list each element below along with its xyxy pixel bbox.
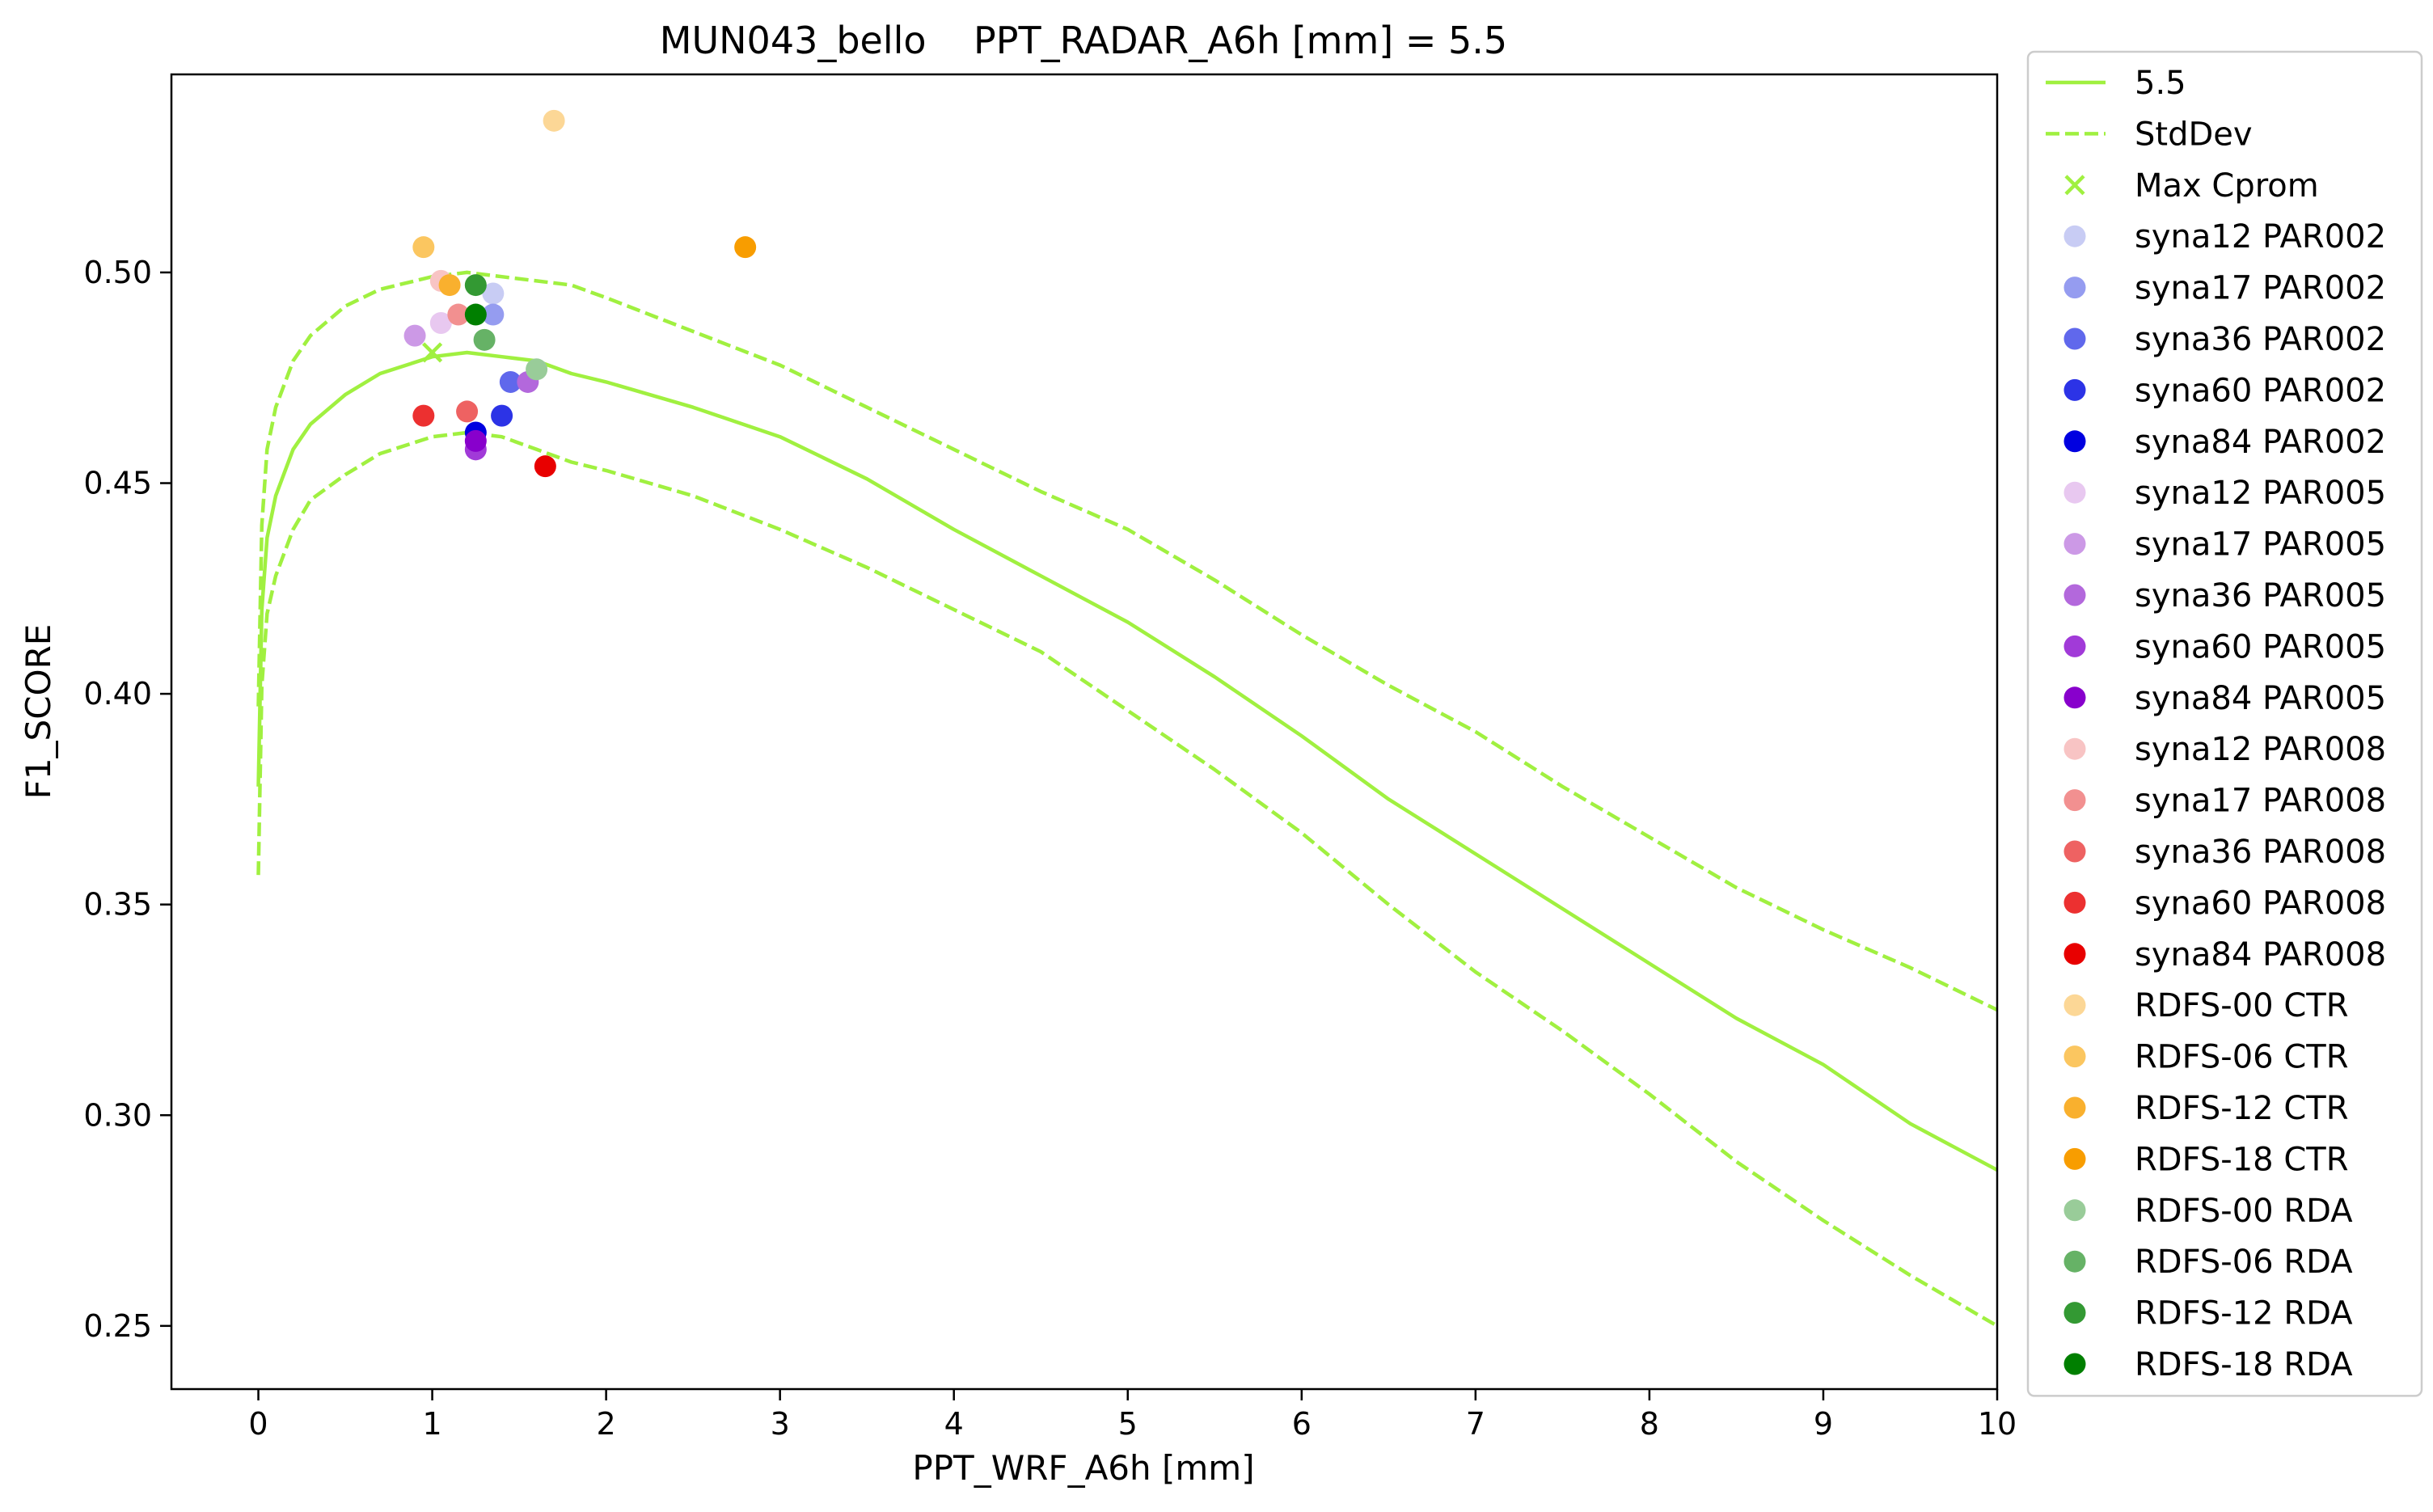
legend-marker-dot xyxy=(2063,481,2086,504)
x-tick-label: 1 xyxy=(422,1406,441,1442)
scatter-point xyxy=(482,282,505,305)
scatter-point xyxy=(464,303,487,326)
max-cprom-marker xyxy=(421,342,443,363)
plot-area: 0 1 2 3 4 5 6 7 8 9 10 0.25 0.30 0.35 0.40 0.45 0.50 xyxy=(83,73,2017,1442)
legend: 5.5 StdDev Max Cprom syna12 PAR002 syna17 PA… xyxy=(2026,50,2423,1397)
chart-title: MUN043_bello PPT_RADAR_A6h [mm] = 5.5 xyxy=(660,19,1507,62)
legend-label: syna17 PAR008 xyxy=(2135,783,2386,820)
legend-marker-dot xyxy=(2063,430,2086,453)
legend-label: RDFS-12 RDA xyxy=(2135,1295,2353,1333)
legend-marker-dot xyxy=(2063,1250,2086,1273)
scatter-point xyxy=(491,404,513,427)
legend-marker-dot xyxy=(2063,994,2086,1016)
legend-marker-dot xyxy=(2063,1045,2086,1068)
scatter-point xyxy=(429,311,452,334)
scatter-point xyxy=(543,109,565,132)
legend-marker-x xyxy=(2064,175,2085,196)
legend-label: syna17 PAR002 xyxy=(2135,270,2386,307)
legend-label: RDFS-06 RDA xyxy=(2135,1244,2353,1281)
x-tick-label: 6 xyxy=(1292,1406,1312,1442)
legend-marker-dot xyxy=(2063,891,2086,914)
y-tick-label: 0.45 xyxy=(83,466,152,501)
legend-label: syna84 PAR002 xyxy=(2135,424,2386,461)
legend-marker-dot xyxy=(2063,737,2086,760)
scatter-point xyxy=(473,328,496,351)
legend-marker-dot xyxy=(2063,225,2086,247)
scatter-point xyxy=(464,429,487,452)
y-axis-label: F1_SCORE xyxy=(19,624,58,800)
x-tick-label: 9 xyxy=(1814,1406,1833,1442)
legend-marker-dot xyxy=(2063,1147,2086,1170)
legend-label: syna84 PAR005 xyxy=(2135,680,2386,717)
legend-marker-dot xyxy=(2063,1302,2086,1324)
legend-label: syna84 PAR008 xyxy=(2135,936,2386,974)
legend-marker-dot xyxy=(2063,378,2086,401)
scatter-point xyxy=(734,236,757,259)
legend-marker-dot xyxy=(2063,635,2086,657)
legend-label: syna12 PAR008 xyxy=(2135,731,2386,768)
legend-label: RDFS-00 RDA xyxy=(2135,1193,2353,1230)
legend-marker-dot xyxy=(2063,840,2086,863)
legend-label: syna60 PAR008 xyxy=(2135,885,2386,922)
axes-frame xyxy=(170,73,1999,1391)
legend-label: RDFS-18 CTR xyxy=(2135,1141,2349,1178)
scatter-point xyxy=(482,303,505,326)
legend-marker-dot xyxy=(2063,789,2086,812)
y-tick-label: 0.50 xyxy=(83,255,152,290)
legend-label: syna36 PAR005 xyxy=(2135,577,2386,615)
legend-label: StdDev xyxy=(2135,116,2253,153)
mean-line xyxy=(256,350,1997,1172)
legend-label: syna36 PAR002 xyxy=(2135,321,2386,358)
x-tick-label: 5 xyxy=(1118,1406,1138,1442)
scatter-point xyxy=(464,274,487,297)
legend-box xyxy=(2026,50,2423,1397)
y-tick-label: 0.40 xyxy=(83,676,152,712)
scatter-point xyxy=(438,274,461,297)
y-tick-label: 0.25 xyxy=(83,1308,152,1344)
legend-label: RDFS-06 CTR xyxy=(2135,1039,2349,1076)
scatter-point xyxy=(447,303,470,326)
y-tick-label: 0.30 xyxy=(83,1097,152,1133)
legend-label: 5.5 xyxy=(2135,65,2186,102)
x-axis-label: PPT_WRF_A6h [mm] xyxy=(912,1448,1254,1488)
x-tick-label: 4 xyxy=(944,1406,964,1442)
legend-marker-dot xyxy=(2063,686,2086,709)
x-tick-label: 2 xyxy=(597,1406,616,1442)
x-tick-label: 0 xyxy=(248,1406,268,1442)
scatter-point xyxy=(412,404,435,427)
scatter-point xyxy=(499,370,522,393)
legend-marker-dot xyxy=(2063,584,2086,606)
legend-label: syna60 PAR002 xyxy=(2135,372,2386,409)
x-tick-label: 8 xyxy=(1640,1406,1659,1442)
legend-label: Max Cprom xyxy=(2135,167,2319,205)
legend-marker-dot xyxy=(2063,1199,2086,1222)
legend-label: syna12 PAR005 xyxy=(2135,475,2386,512)
legend-label: RDFS-00 CTR xyxy=(2135,987,2349,1024)
stddev-line xyxy=(256,270,1997,1012)
legend-marker-dot xyxy=(2063,533,2086,555)
scatter-point xyxy=(534,455,556,478)
legend-label: syna36 PAR008 xyxy=(2135,834,2386,871)
x-tick-label: 3 xyxy=(771,1406,790,1442)
legend-marker-dot xyxy=(2063,277,2086,299)
scatter-point xyxy=(412,236,435,259)
x-tick-label: 7 xyxy=(1466,1406,1485,1442)
legend-label: RDFS-18 RDA xyxy=(2135,1346,2353,1383)
legend-marker-dot xyxy=(2063,1353,2086,1375)
legend-label: RDFS-12 CTR xyxy=(2135,1090,2349,1127)
scatter-point xyxy=(403,324,426,347)
scatter-point xyxy=(526,358,548,381)
legend-marker-dot xyxy=(2063,327,2086,350)
legend-label: syna12 PAR002 xyxy=(2135,218,2386,256)
plot-inner xyxy=(256,109,1997,1328)
stddev-line xyxy=(256,430,1997,1328)
scatter-point xyxy=(456,400,479,423)
legend-label: syna60 PAR005 xyxy=(2135,628,2386,665)
legend-marker-dot xyxy=(2063,943,2086,965)
x-tick-label: 10 xyxy=(1978,1406,2017,1442)
legend-label: syna17 PAR005 xyxy=(2135,526,2386,564)
y-tick-label: 0.35 xyxy=(83,887,152,923)
legend-marker-dot xyxy=(2063,1096,2086,1119)
